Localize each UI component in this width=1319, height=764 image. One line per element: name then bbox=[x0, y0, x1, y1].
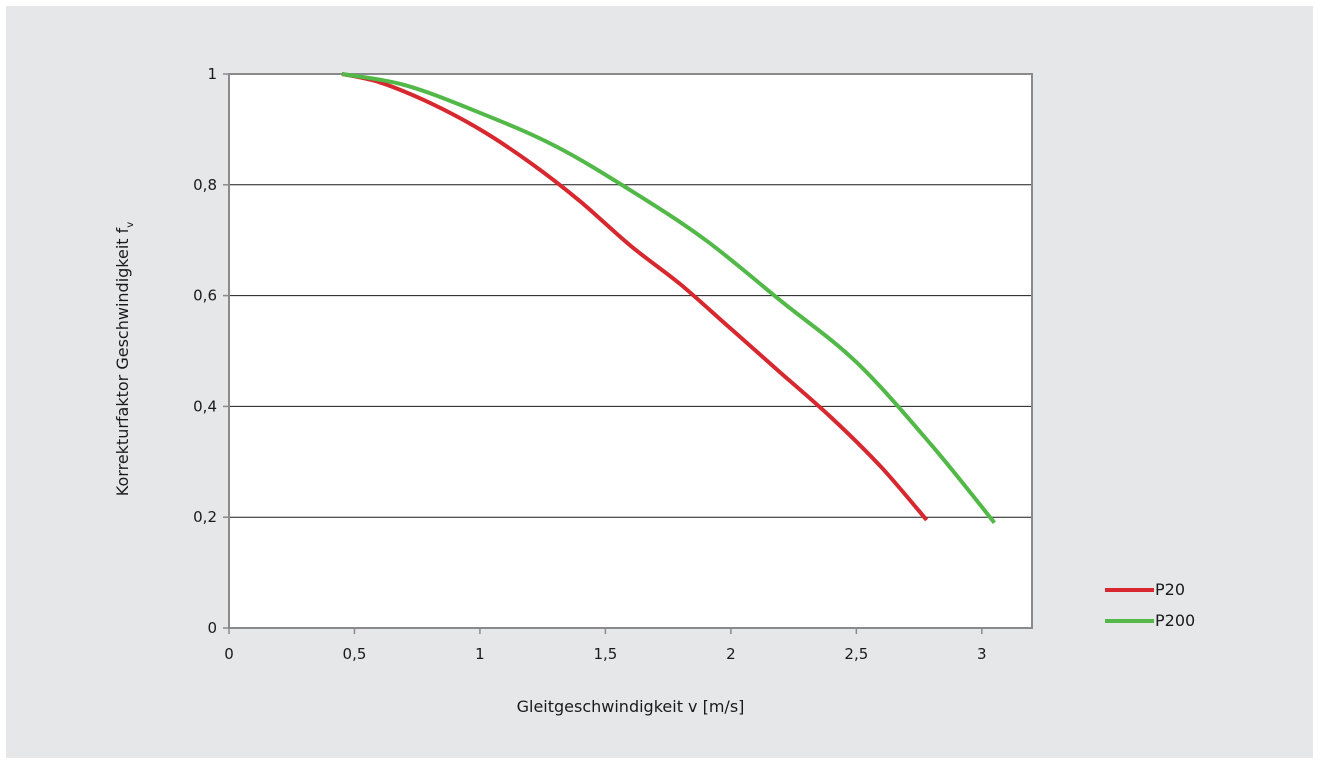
legend-label-p200: P200 bbox=[1155, 611, 1195, 630]
plot-frame bbox=[228, 73, 1033, 629]
chart-panel: 0 0,2 0,4 0,6 0,8 1 0 0,5 1 1,5 2 2,5 3 Gleitgeschwi… bbox=[6, 6, 1313, 758]
y-tick-label: 1 bbox=[207, 65, 217, 83]
y-axis-label: Korrekturfaktor Geschwindigkeit fv bbox=[113, 222, 136, 496]
legend: P20 P200 bbox=[1105, 580, 1195, 630]
plot-area bbox=[229, 74, 1032, 628]
x-tick-label: 3 bbox=[977, 645, 987, 663]
series-line-p20 bbox=[341, 72, 929, 522]
x-axis-label: Gleitgeschwindigkeit v [m/s] bbox=[517, 697, 745, 716]
x-tick-label: 2 bbox=[726, 645, 736, 663]
y-tick-label: 0,8 bbox=[193, 176, 217, 194]
x-tick-label: 0 bbox=[224, 645, 234, 663]
x-tick-label: 1,5 bbox=[593, 645, 617, 663]
x-tick-label: 0,5 bbox=[343, 645, 367, 663]
y-tick-label: 0,2 bbox=[193, 508, 217, 526]
y-tick-label: 0,4 bbox=[193, 397, 217, 415]
legend-label-p20: P20 bbox=[1155, 580, 1185, 599]
line-chart: 0 0,2 0,4 0,6 0,8 1 0 0,5 1 1,5 2 2,5 3 Gleitgeschwi… bbox=[113, 65, 1195, 716]
y-tick-label: 0,6 bbox=[193, 287, 217, 305]
series-lines bbox=[341, 72, 996, 524]
y-tick-label: 0 bbox=[207, 619, 217, 637]
y-axis-label-main: Korrekturfaktor Geschwindigkeit f bbox=[113, 227, 132, 496]
axis-ticks: 0 0,2 0,4 0,6 0,8 1 0 0,5 1 1,5 2 2,5 3 bbox=[193, 65, 986, 663]
series-line-p200 bbox=[341, 72, 996, 524]
x-tick-label: 2,5 bbox=[844, 645, 868, 663]
y-axis-label-subscript: v bbox=[125, 222, 136, 228]
x-tick-label: 1 bbox=[475, 645, 485, 663]
